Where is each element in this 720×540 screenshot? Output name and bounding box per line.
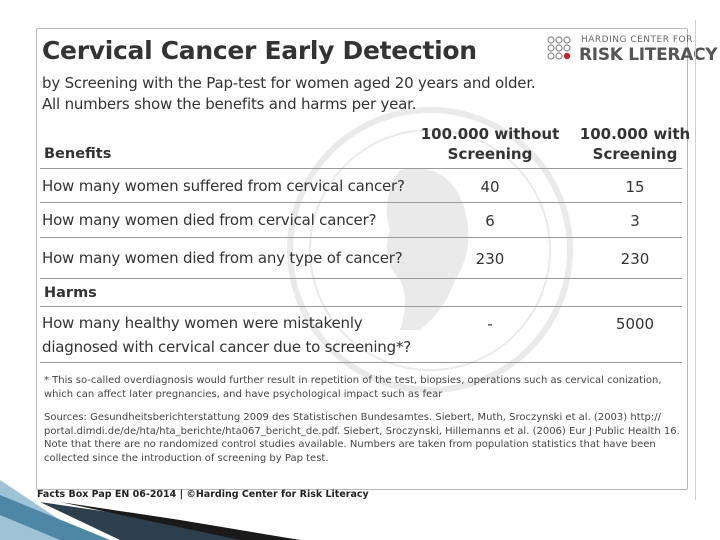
divider	[40, 306, 682, 307]
sources-note: Sources: Gesundheitsberichterstattung 20…	[44, 412, 680, 464]
column-header-with-line-1: 100.000 with	[579, 125, 691, 143]
subtitle-line-2: All numbers show the benefits and harms …	[42, 95, 417, 113]
harm-question-1: How many healthy women were mistakenly d…	[42, 311, 411, 359]
column-header-with-screening: 100.000 with Screening	[565, 124, 705, 164]
logo-top-text: HARDING CENTER FOR	[581, 35, 693, 45]
harms-label: Harms	[44, 285, 97, 301]
slide-right-border	[695, 20, 696, 500]
benefit-3-without-value: 230	[475, 250, 505, 268]
benefit-1-without-value: 40	[480, 178, 500, 196]
column-header-without-line-1: 100.000 without	[420, 125, 560, 143]
logo-dots-icon	[547, 36, 571, 60]
benefit-2-without-value: 6	[485, 212, 495, 230]
benefit-2-with-value: 3	[630, 212, 640, 230]
page-title: Cervical Cancer Early Detection	[42, 36, 477, 65]
watermark-emblem-icon	[287, 107, 573, 393]
page-subtitle: by Screening with the Pap-test for women…	[42, 73, 536, 115]
facts-box-frame	[36, 28, 688, 490]
benefit-question-2: How many women died from cervical cancer…	[42, 211, 377, 229]
benefits-label: Benefits	[44, 146, 112, 162]
subtitle-line-1: by Screening with the Pap-test for women…	[42, 74, 536, 92]
harm-1-with-value: 5000	[615, 315, 655, 333]
benefit-3-with-value: 230	[620, 250, 650, 268]
benefit-question-3: How many women died from any type of can…	[42, 249, 403, 267]
overdiagnosis-footnote: * This so-called overdiagnosis would fur…	[44, 375, 662, 400]
column-header-without-screening: 100.000 without Screening	[420, 124, 560, 164]
harm-1-without-value: -	[487, 315, 493, 333]
divider	[40, 202, 682, 203]
divider	[40, 237, 682, 238]
divider	[40, 168, 682, 169]
harm-question-line-2: diagnosed with cervical cancer due to sc…	[42, 338, 412, 356]
column-header-without-line-2: Screening	[447, 145, 533, 163]
footer-credit: Facts Box Pap EN 06-2014 | ©Harding Cent…	[37, 489, 369, 500]
benefit-question-1: How many women suffered from cervical ca…	[42, 177, 405, 195]
facts-box-sheet: HARDING CENTER FOR RISK LITERACY Cervica…	[30, 20, 718, 500]
slide-corner-decoration-icon	[0, 480, 300, 540]
divider	[40, 278, 682, 279]
benefit-1-with-value: 15	[625, 178, 645, 196]
divider	[40, 362, 682, 363]
harm-question-line-1: How many healthy women were mistakenly	[42, 314, 363, 332]
harding-center-logo: HARDING CENTER FOR RISK LITERACY	[547, 34, 718, 68]
column-header-with-line-2: Screening	[592, 145, 678, 163]
logo-main-text: RISK LITERACY	[579, 45, 718, 65]
